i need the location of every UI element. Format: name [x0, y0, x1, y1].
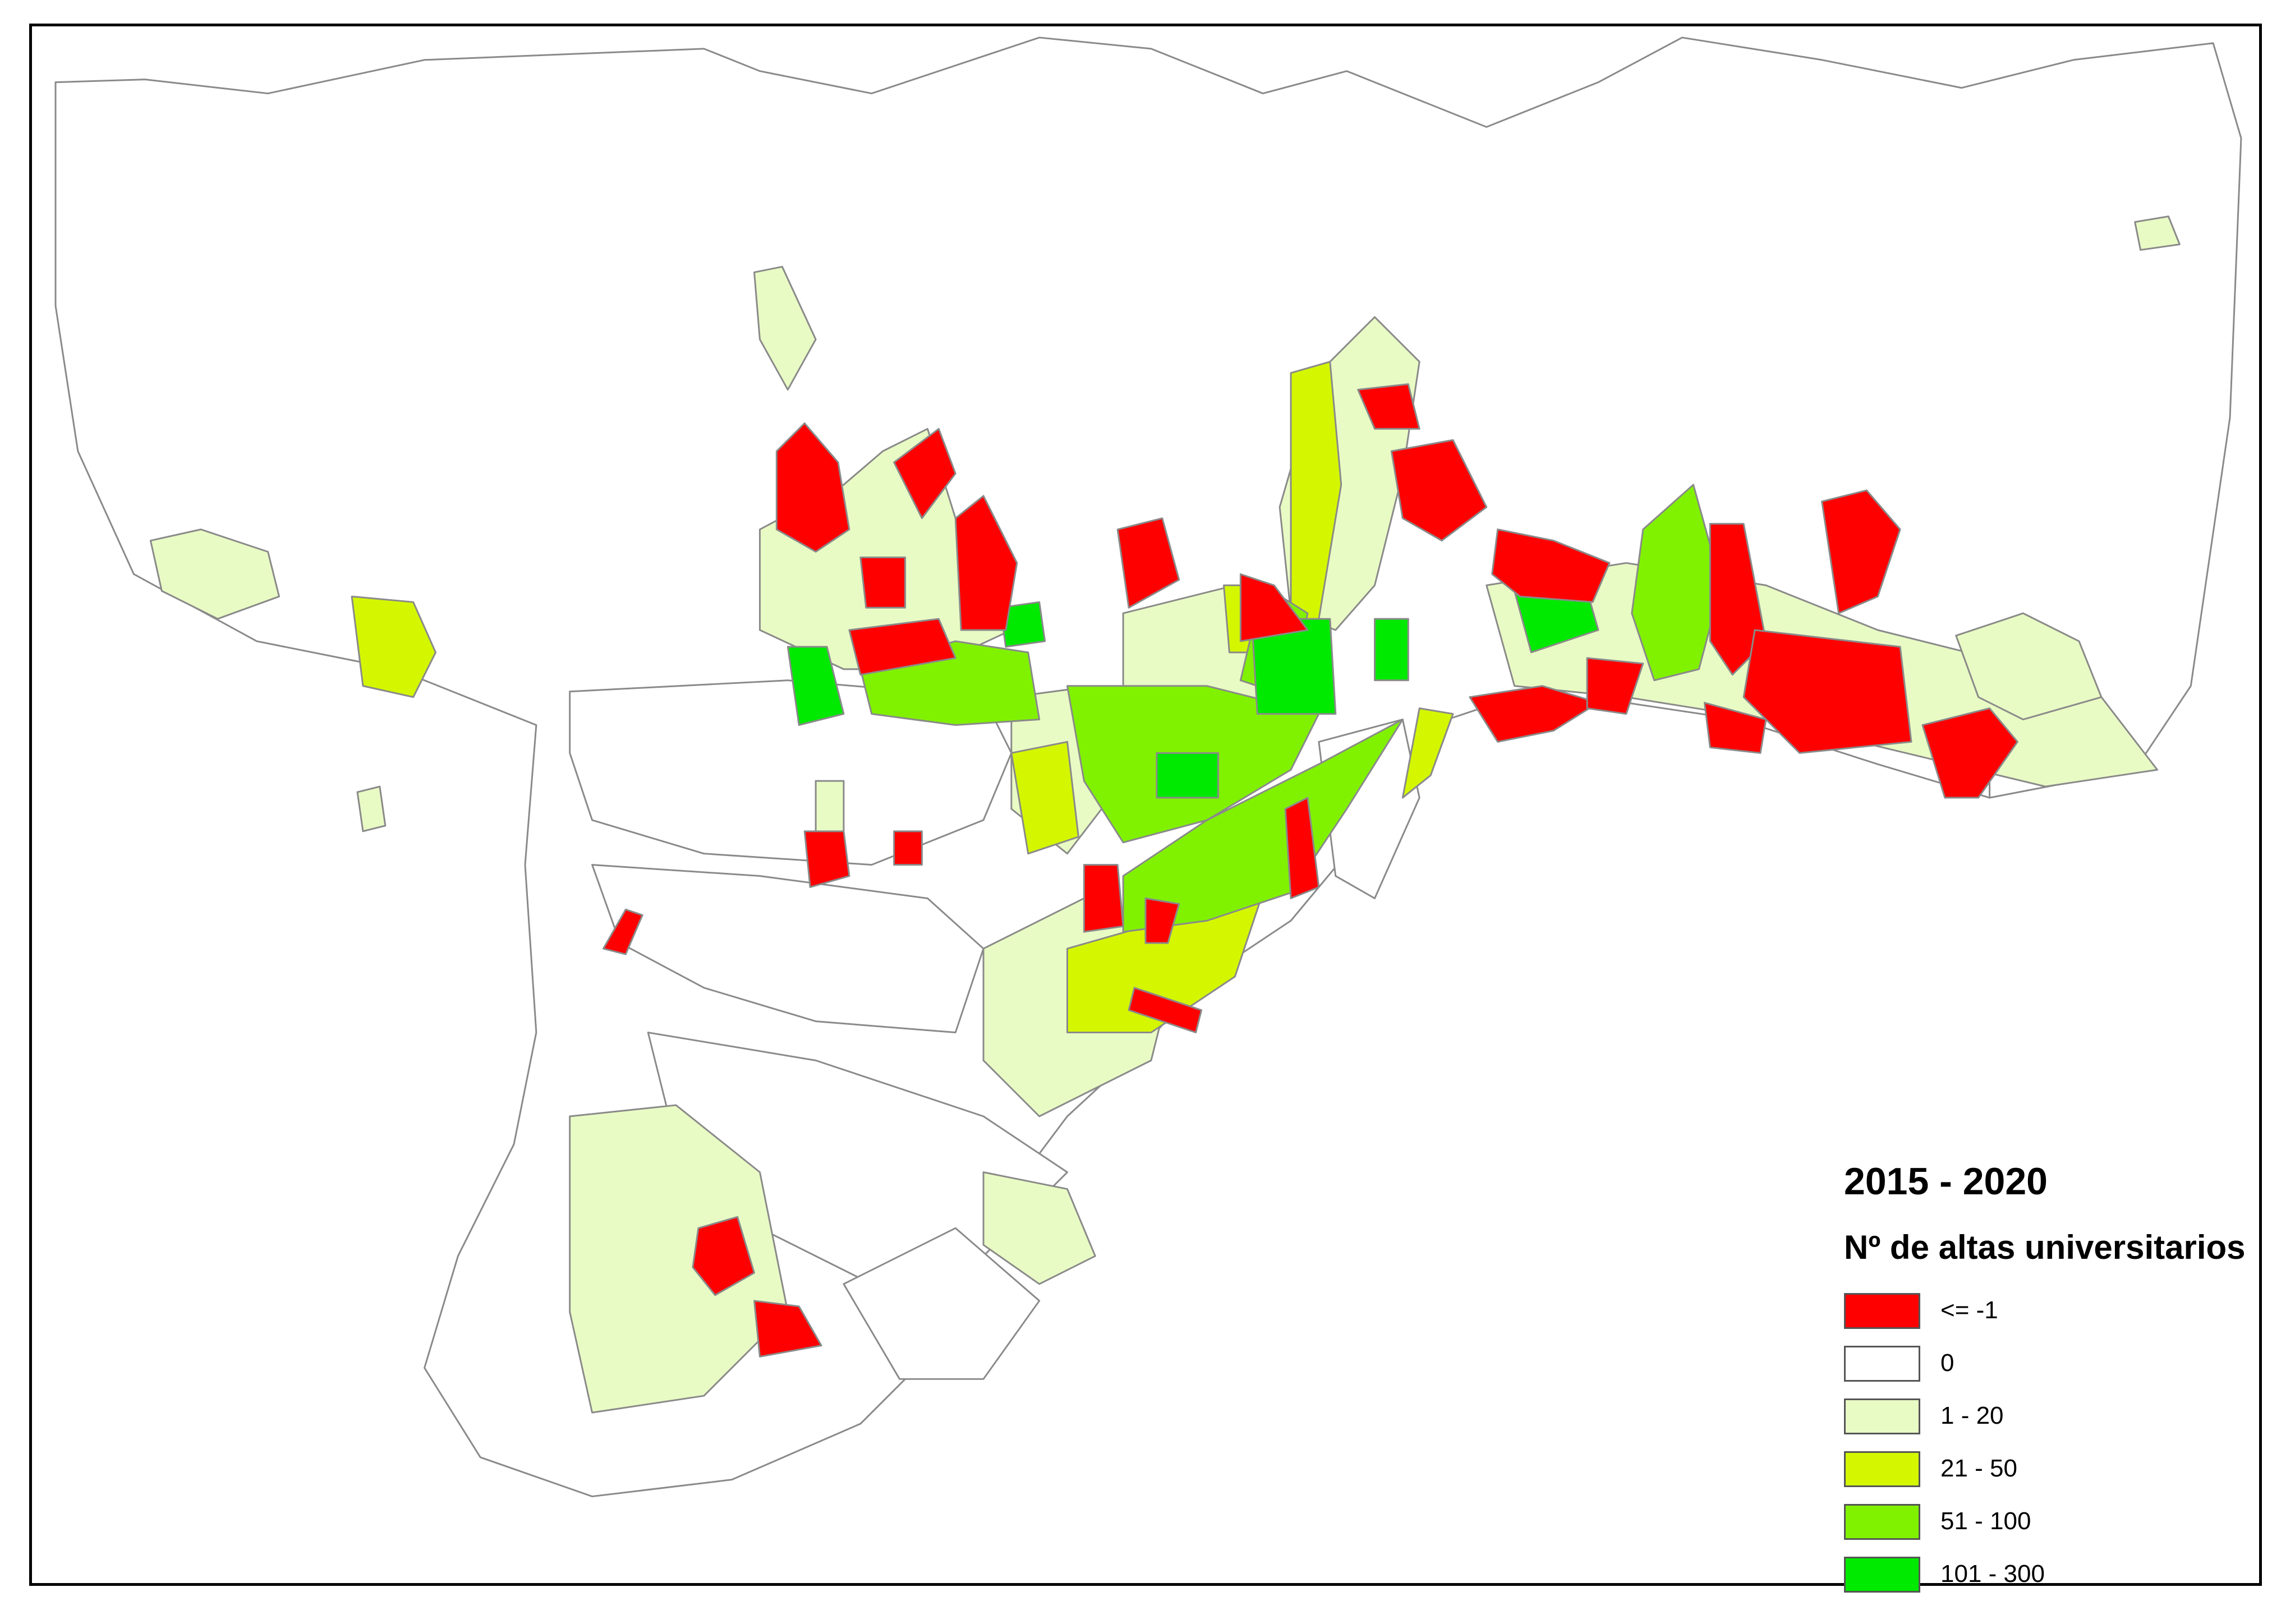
district — [1955, 612, 2103, 721]
district — [602, 908, 643, 955]
district — [1742, 629, 1912, 754]
district — [775, 422, 850, 553]
legend-label: 0 — [1940, 1349, 1954, 1377]
legend-swatch — [1844, 1346, 1920, 1382]
legend-label: 101 - 300 — [1940, 1560, 2045, 1588]
district — [1821, 489, 1901, 614]
district — [1390, 439, 1488, 542]
district — [356, 785, 387, 832]
district — [753, 1300, 822, 1358]
district — [1586, 657, 1644, 715]
legend-label: 1 - 20 — [1940, 1402, 2004, 1429]
district — [1401, 707, 1454, 799]
map-legend: 2015 - 2020 Nº de altas universitarios <… — [1844, 1160, 2270, 1597]
district — [1128, 987, 1203, 1034]
district — [1144, 897, 1180, 944]
legend-swatch — [1844, 1398, 1920, 1434]
legend-title: 2015 - 2020 — [1844, 1160, 2048, 1203]
legend-label: <= -1 — [1940, 1296, 1998, 1324]
district — [893, 830, 923, 866]
district — [1116, 517, 1180, 609]
district — [351, 595, 437, 698]
legend-swatch — [1844, 1504, 1920, 1540]
district — [982, 1171, 1096, 1285]
district — [843, 1227, 1041, 1380]
district — [1921, 707, 2018, 799]
district — [1703, 702, 1767, 754]
legend-swatch — [1844, 1293, 1920, 1329]
district — [569, 1104, 789, 1414]
district — [1156, 752, 1220, 799]
district — [815, 780, 845, 838]
district — [1083, 864, 1124, 933]
district — [692, 1216, 756, 1296]
district — [149, 528, 280, 620]
district — [1284, 797, 1320, 899]
legend-swatch — [1844, 1557, 1920, 1593]
district — [954, 495, 1018, 631]
district — [1250, 618, 1337, 715]
district — [1290, 361, 1342, 631]
legend-item: 101 - 300 — [1844, 1557, 2237, 1594]
district — [803, 830, 850, 888]
district — [1357, 383, 1420, 430]
district — [1491, 528, 1611, 603]
legend-label: 21 - 50 — [1940, 1455, 2017, 1482]
district — [753, 265, 817, 391]
map-frame: 2015 - 2020 Nº de altas universitarios <… — [29, 24, 2262, 1593]
district — [1239, 573, 1309, 642]
choropleth-map — [54, 36, 2242, 1498]
legend-item: 1 - 20 — [1844, 1398, 2237, 1436]
district — [848, 618, 956, 676]
legend-label: 51 - 100 — [1940, 1507, 2031, 1535]
district — [787, 646, 845, 726]
legend-item: 51 - 100 — [1844, 1504, 2237, 1541]
district — [1374, 618, 1409, 682]
legend-item: 0 — [1844, 1346, 2237, 1383]
district — [1709, 523, 1767, 676]
district — [1010, 740, 1079, 855]
legend-swatch — [1844, 1451, 1920, 1487]
legend-item: <= -1 — [1844, 1293, 2237, 1330]
district — [893, 427, 956, 519]
district — [1469, 685, 1599, 743]
district — [999, 601, 1046, 648]
district — [1631, 484, 1722, 682]
legend-item: 21 - 50 — [1844, 1451, 2237, 1488]
legend-subtitle: Nº de altas universitarios — [1844, 1229, 2246, 1266]
district — [2134, 215, 2181, 251]
district — [859, 556, 907, 609]
